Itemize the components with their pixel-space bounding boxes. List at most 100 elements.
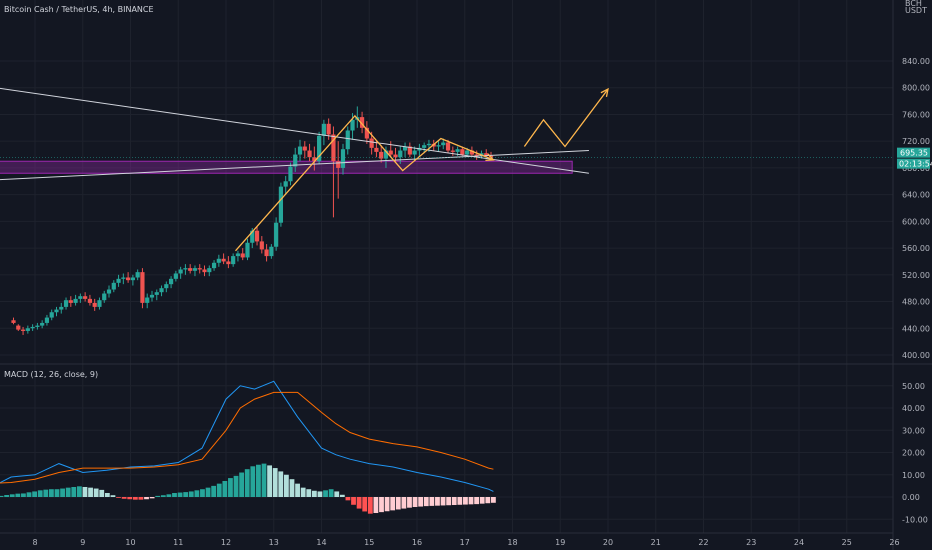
candle[interactable] (145, 293, 150, 309)
candle[interactable] (25, 325, 30, 334)
candle[interactable] (302, 141, 307, 159)
candle[interactable] (441, 138, 446, 150)
price-path-arrow[interactable] (235, 114, 494, 252)
candle[interactable] (274, 217, 279, 251)
candle[interactable] (422, 142, 427, 154)
candle[interactable] (336, 141, 341, 199)
time-tick-label[interactable]: 17 (460, 538, 470, 547)
candle[interactable] (312, 146, 317, 171)
candle[interactable] (140, 268, 145, 309)
candle[interactable] (97, 297, 102, 310)
candle[interactable] (159, 285, 164, 297)
time-tick-label[interactable]: 16 (412, 538, 422, 547)
candle[interactable] (192, 265, 198, 277)
macd-indicator[interactable] (0, 380, 496, 514)
candle[interactable] (92, 298, 97, 311)
candle[interactable] (259, 236, 264, 254)
candle[interactable] (78, 293, 83, 303)
time-axis-ticks[interactable]: 8 9 10 11 12 13 14 15 16 17 18 19 20 21 22 23 24 25 26 (32, 538, 899, 547)
candle[interactable] (278, 182, 284, 227)
candle[interactable] (63, 297, 69, 310)
time-tick-label[interactable]: 8 (32, 538, 37, 547)
candle[interactable] (168, 276, 174, 289)
candle[interactable] (345, 126, 350, 155)
candle[interactable] (398, 146, 403, 164)
time-tick-label[interactable]: 13 (269, 538, 279, 547)
time-tick-label[interactable]: 11 (173, 538, 183, 547)
candle[interactable] (235, 250, 241, 262)
candle[interactable] (121, 273, 126, 285)
candle[interactable] (106, 285, 112, 298)
candle[interactable] (35, 322, 40, 330)
candle[interactable] (111, 280, 116, 293)
candle[interactable] (407, 142, 412, 158)
time-tick-label[interactable]: 20 (603, 538, 613, 547)
time-tick-label[interactable]: 21 (651, 538, 661, 547)
candle[interactable] (59, 302, 64, 314)
candle[interactable] (231, 253, 236, 267)
candle[interactable] (173, 270, 178, 282)
candle[interactable] (49, 309, 54, 321)
candle[interactable] (264, 244, 269, 262)
time-tick-label[interactable]: 18 (507, 538, 517, 547)
candle[interactable] (149, 290, 155, 302)
time-tick-label[interactable]: 19 (555, 538, 565, 547)
candle[interactable] (135, 269, 140, 281)
candle[interactable] (130, 274, 135, 286)
candle[interactable] (474, 150, 479, 160)
macd-line[interactable] (0, 380, 494, 492)
time-tick-label[interactable]: 24 (794, 538, 804, 547)
candle[interactable] (460, 146, 465, 156)
candle[interactable] (245, 238, 250, 261)
candle[interactable] (211, 260, 217, 271)
time-tick-label[interactable]: 15 (364, 538, 374, 547)
candle[interactable] (44, 314, 50, 326)
candle[interactable] (402, 142, 408, 158)
candle[interactable] (269, 244, 274, 259)
candle[interactable] (240, 248, 245, 261)
candle[interactable] (374, 141, 379, 158)
support-trendline[interactable] (0, 150, 589, 183)
candle[interactable] (388, 141, 393, 158)
candle[interactable] (450, 146, 455, 156)
time-tick-label[interactable]: 10 (125, 538, 135, 547)
time-tick-label[interactable]: 12 (221, 538, 231, 547)
candle[interactable] (154, 289, 159, 301)
time-tick-label[interactable]: 22 (698, 538, 708, 547)
candle[interactable] (68, 296, 73, 307)
time-tick-label[interactable]: 23 (746, 538, 756, 547)
candle[interactable] (54, 306, 59, 317)
signal-line[interactable] (0, 391, 494, 484)
candle[interactable] (116, 274, 121, 287)
candle[interactable] (364, 121, 369, 144)
candle[interactable] (164, 281, 169, 293)
price-axis-panel[interactable] (893, 0, 932, 550)
candle[interactable] (226, 256, 231, 269)
candle[interactable] (436, 141, 441, 152)
candle[interactable] (340, 143, 346, 175)
candle[interactable] (321, 119, 326, 146)
projection-arrow[interactable] (523, 88, 609, 148)
candle[interactable] (73, 294, 78, 306)
candle[interactable] (207, 265, 212, 277)
time-tick-label[interactable]: 9 (80, 538, 85, 547)
candle[interactable] (11, 317, 16, 325)
candle[interactable] (293, 147, 298, 172)
time-tick-label[interactable]: 25 (842, 538, 852, 547)
candle[interactable] (254, 226, 260, 246)
candle[interactable] (126, 272, 131, 283)
candle[interactable] (40, 320, 45, 329)
candle[interactable] (102, 290, 107, 303)
candle[interactable] (216, 254, 221, 267)
candle[interactable] (30, 324, 35, 331)
candle[interactable] (283, 175, 288, 195)
candle[interactable] (326, 118, 331, 140)
candle[interactable] (221, 253, 226, 265)
candle[interactable] (288, 162, 293, 186)
drawn-arrows[interactable] (235, 87, 609, 252)
candle[interactable] (331, 126, 336, 218)
candle[interactable] (383, 146, 389, 168)
candle[interactable] (183, 264, 188, 275)
candle[interactable] (317, 131, 322, 164)
candle[interactable] (87, 294, 93, 306)
